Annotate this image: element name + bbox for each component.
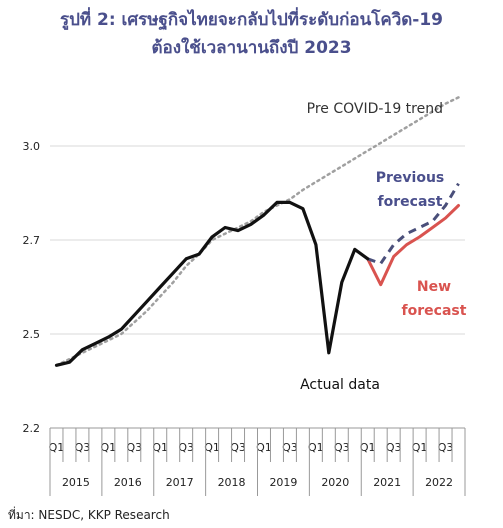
x-year-label: 2016 [114,476,142,489]
x-tick-label: Q1 [49,441,65,454]
x-year-label: 2022 [425,476,453,489]
label-layer: Pre COVID-19 trend Actual data Previous for… [300,101,467,393]
y-tick-label: 3.0 [23,140,41,153]
x-year-label: 2020 [321,476,349,489]
previous-forecast-line [367,182,460,265]
chart-title-line-1: รูปที่ 2: เศรษฐกิจไทยจะกลับไปที่ระดับก่อ… [59,10,444,30]
x-tick-label: Q3 [438,441,454,454]
x-year-label: 2021 [373,476,401,489]
source-note: ที่มา: NESDC, KKP Research [8,508,170,522]
x-tick-label: Q3 [386,441,402,454]
series-layer [54,96,460,367]
x-year-label: 2018 [218,476,246,489]
x-tick-label: Q3 [75,441,91,454]
new-forecast-label: New [417,279,451,295]
actual-data-line [54,200,370,367]
x-tick-label: Q3 [282,441,298,454]
x-tick-label: Q3 [178,441,194,454]
new-forecast-label: forecast [402,303,467,319]
x-tick-label: Q1 [412,441,428,454]
x-year-label: 2019 [269,476,297,489]
previous-forecast-label: forecast [378,194,443,210]
x-year-label: 2015 [62,476,90,489]
x-tick-label: Q1 [308,441,324,454]
trend-label: Pre COVID-19 trend [307,101,443,117]
x-tick-label: Q1 [204,441,220,454]
previous-forecast-label: Previous [376,170,445,186]
y-tick-label: 2.7 [23,234,41,247]
x-tick-label: Q1 [256,441,272,454]
x-tick-label: Q3 [230,441,246,454]
x-tick-label: Q3 [334,441,350,454]
actual-data-label: Actual data [300,377,380,393]
grid-layer [50,145,465,429]
x-tick-label: Q1 [101,441,117,454]
chart-title-line-2: ต้องใช้เวลานานถึงปี 2023 [151,38,352,58]
y-tick-label: 2.2 [23,422,41,435]
x-year-label: 2017 [166,476,194,489]
x-tick-label: Q3 [126,441,142,454]
trend-line [55,96,460,367]
x-tick-label: Q1 [360,441,376,454]
new-forecast-line [366,204,460,287]
y-tick-label: 2.5 [23,328,41,341]
x-tick-label: Q1 [152,441,168,454]
axis-layer: 2.2 2.5 2.7 3.0 Q1 Q3 Q1 Q3 Q1 Q3 Q1 Q3 Q1 Q3 Q1 Q3 Q1 Q3… [23,140,466,496]
